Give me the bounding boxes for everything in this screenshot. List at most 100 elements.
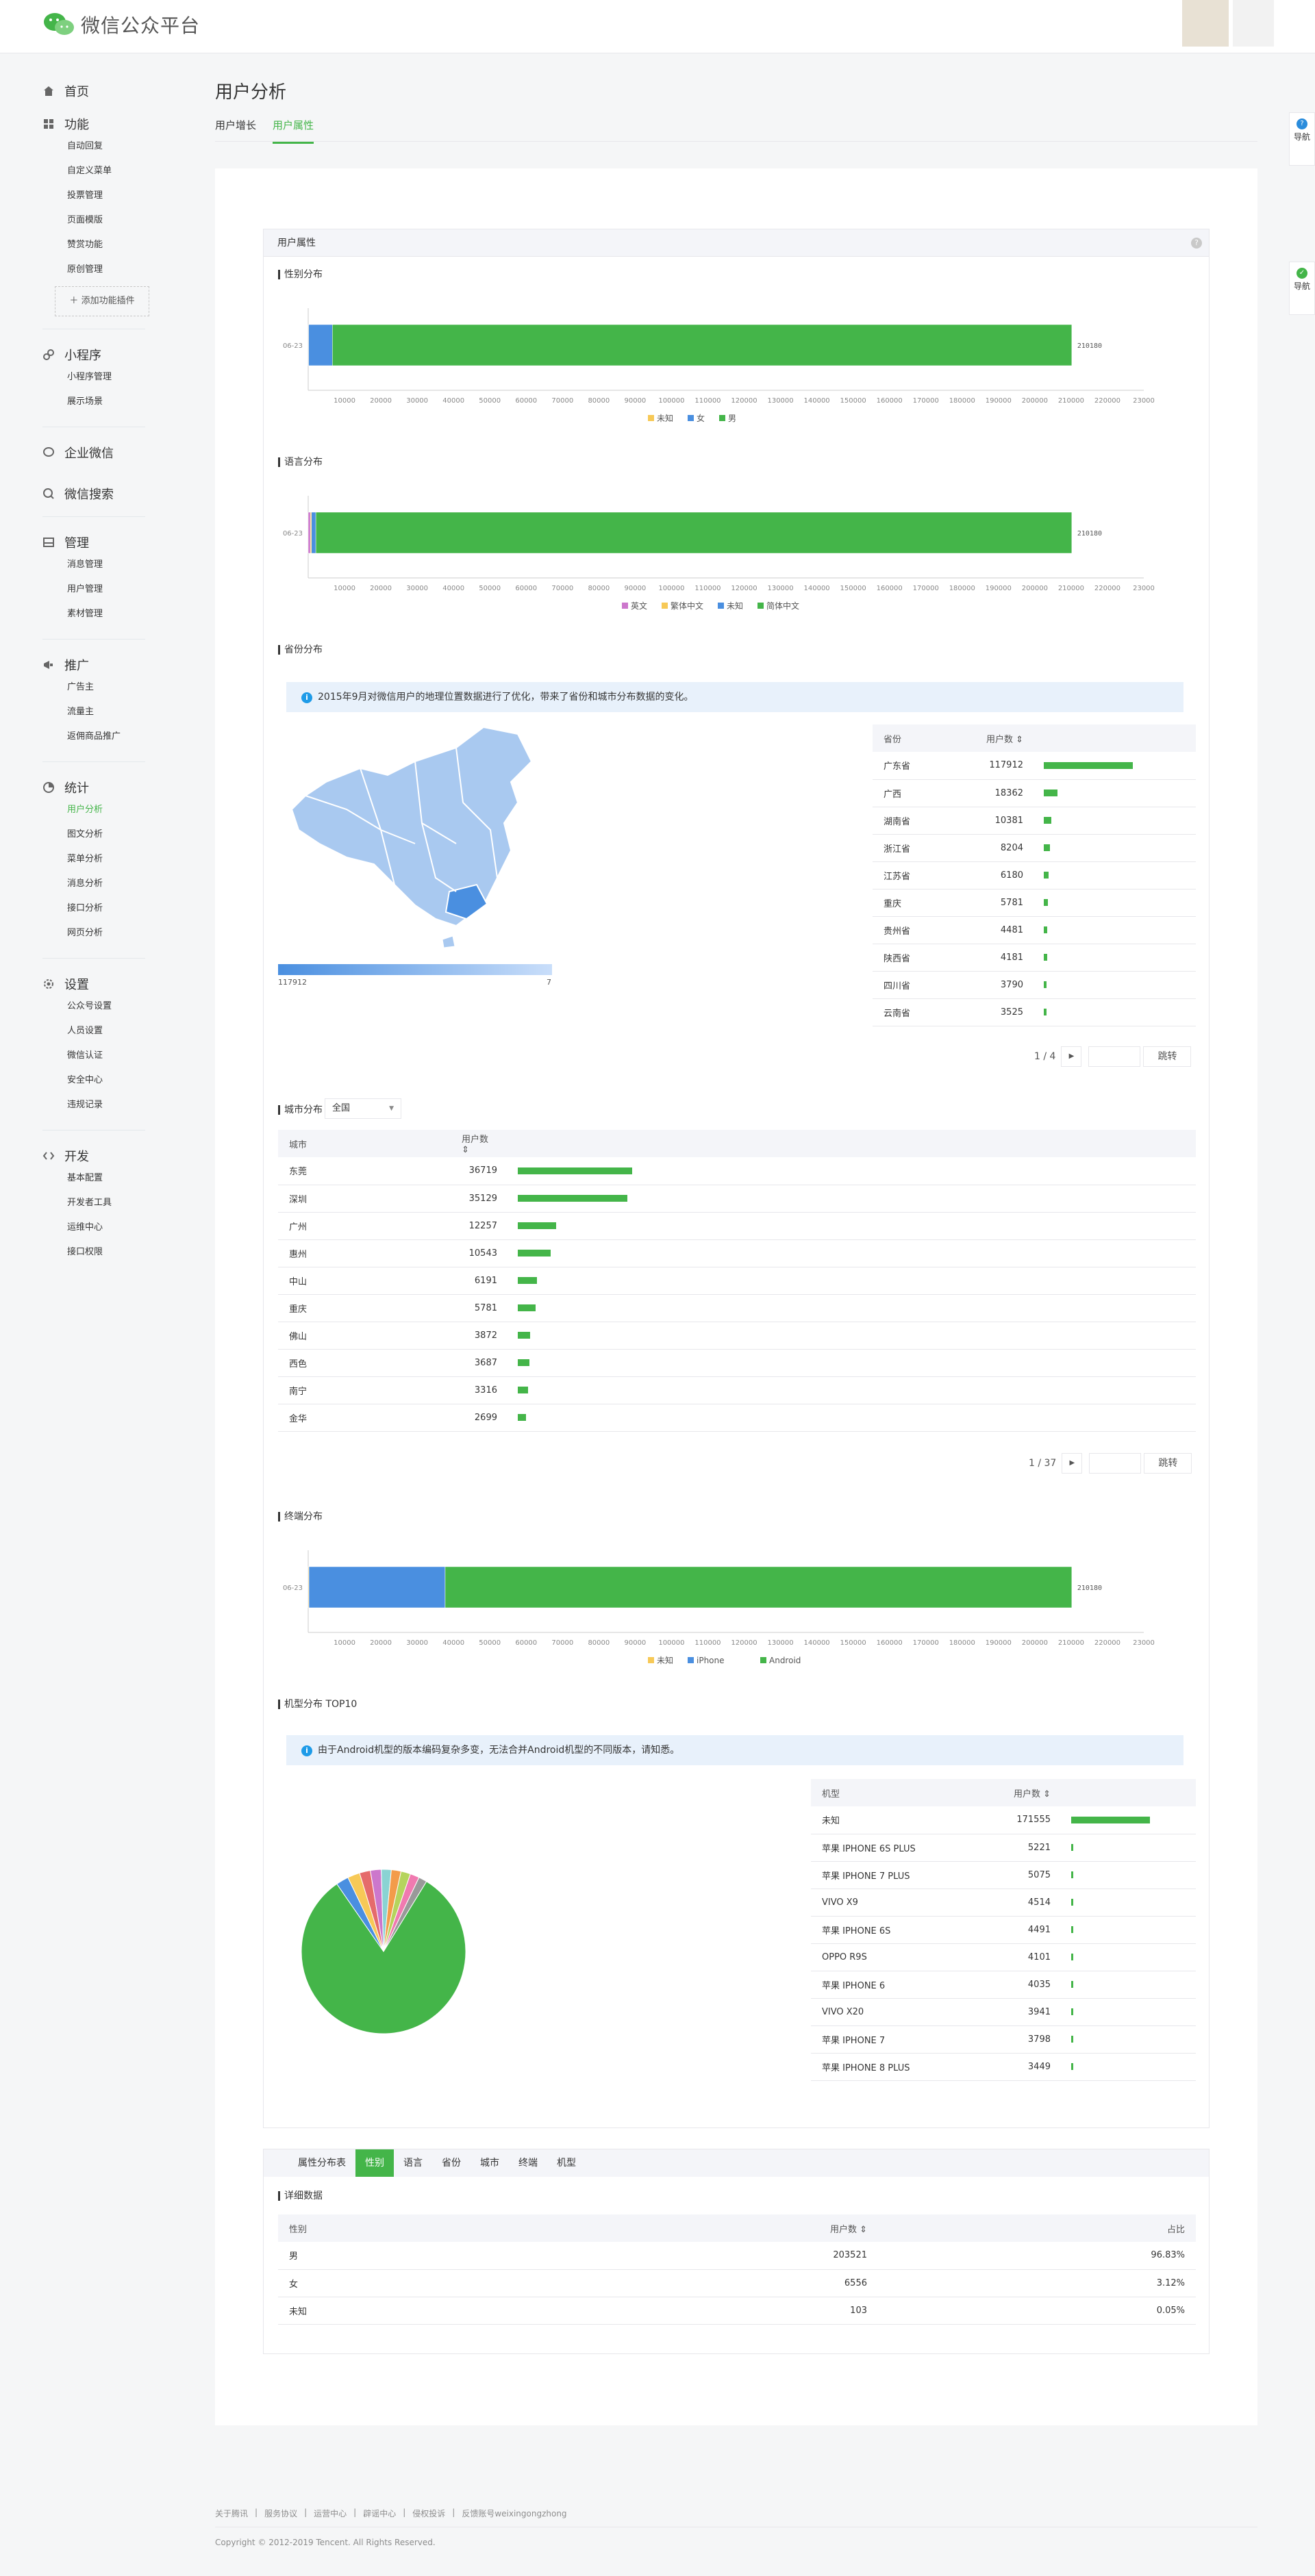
sidebar-item-promote-0[interactable]: 广告主 xyxy=(67,682,95,692)
sidebar-item-manage-1[interactable]: 用户管理 xyxy=(67,584,103,594)
row-bar xyxy=(1044,817,1052,824)
nav-home[interactable]: 首页 xyxy=(42,81,145,101)
sidebar-item-dev-0[interactable]: 基本配置 xyxy=(67,1173,103,1183)
next-page-button[interactable]: ▶ xyxy=(1062,1453,1083,1474)
page-input[interactable] xyxy=(1088,1046,1141,1067)
legend-item[interactable]: 男 xyxy=(728,414,736,423)
account-menu[interactable] xyxy=(1233,0,1274,47)
china-map[interactable] xyxy=(278,720,566,997)
sidebar-item-function-2[interactable]: 投票管理 xyxy=(67,190,103,201)
sidebar-item-promote-1[interactable]: 流量主 xyxy=(67,707,95,717)
help-icon[interactable]: ? xyxy=(1191,238,1202,249)
logo[interactable]: 微信公众平台 xyxy=(42,11,200,38)
sidebar-item-stats-1[interactable]: 图文分析 xyxy=(67,829,103,839)
tick-label: 10000 xyxy=(334,397,355,405)
bar-segment-1[interactable] xyxy=(308,324,333,366)
legend-item[interactable]: 英文 xyxy=(631,601,647,611)
sidebar-item-stats-3[interactable]: 消息分析 xyxy=(67,879,103,889)
sidebar-item-miniprogram-0[interactable]: 小程序管理 xyxy=(67,372,112,382)
page-input[interactable] xyxy=(1089,1453,1142,1474)
legend-item[interactable]: iPhone xyxy=(697,1656,725,1665)
footer-link[interactable]: 反馈账号weixingongzhong xyxy=(462,2509,567,2518)
legend-item[interactable]: 女 xyxy=(697,413,705,423)
detail-tab-4[interactable]: 终端 xyxy=(518,2158,538,2169)
sidebar-item-miniprogram-1[interactable]: 展示场景 xyxy=(67,396,103,407)
footer-link[interactable]: 辟谣中心 xyxy=(363,2509,397,2518)
sidebar-item-dev-3[interactable]: 接口权限 xyxy=(67,1247,103,1257)
sidebar-item-settings-4[interactable]: 违规记录 xyxy=(67,1100,103,1110)
legend-swatch xyxy=(688,415,694,421)
tick-label: 40000 xyxy=(442,1639,464,1647)
city-scope-select[interactable]: 全国 ▼ xyxy=(325,1098,401,1119)
nav-miniprogram[interactable]: 小程序 xyxy=(42,344,145,365)
footer-link[interactable]: 运营中心 xyxy=(314,2509,347,2518)
sidebar-item-promote-2[interactable]: 返佣商品推广 xyxy=(67,731,121,742)
nav-settings[interactable]: 设置 xyxy=(42,974,145,994)
pie-slice-0[interactable] xyxy=(301,1881,466,2034)
nav-work-wechat[interactable]: 企业微信 xyxy=(42,442,145,463)
sidebar-item-dev-2[interactable]: 运维中心 xyxy=(67,1222,103,1233)
sidebar-item-settings-2[interactable]: 微信认证 xyxy=(67,1050,103,1061)
sidebar-item-stats-4[interactable]: 接口分析 xyxy=(67,903,103,913)
next-page-button[interactable]: ▶ xyxy=(1061,1046,1082,1067)
province-header-count[interactable]: 用户数 ⇕ xyxy=(962,724,1023,752)
sidebar-item-function-3[interactable]: 页面模版 xyxy=(67,215,103,225)
nav-stats[interactable]: 统计 xyxy=(42,777,145,798)
nav-function[interactable]: 功能 xyxy=(42,114,145,134)
model-header-count[interactable]: 用户数 ⇕ xyxy=(962,1779,1051,1806)
go-button[interactable]: 跳转 xyxy=(1144,1453,1192,1474)
go-button[interactable]: 跳转 xyxy=(1143,1046,1192,1067)
detail-tab-0[interactable]: 性别 xyxy=(355,2149,394,2177)
nav-wechat-search[interactable]: 微信搜索 xyxy=(42,483,145,504)
sidebar-item-stats-2[interactable]: 菜单分析 xyxy=(67,854,103,864)
row-bar xyxy=(1044,761,1133,769)
tab-user-attributes[interactable]: 用户属性 xyxy=(273,118,314,144)
float-nav-button-1[interactable]: ? 导航 xyxy=(1289,112,1315,166)
bar-segment-2[interactable] xyxy=(444,1566,1073,1608)
sidebar-item-settings-1[interactable]: 人员设置 xyxy=(67,1026,103,1036)
sidebar-item-function-1[interactable]: 自定义菜单 xyxy=(67,166,112,176)
bar-segment-2[interactable] xyxy=(332,324,1073,366)
detail-tab-2[interactable]: 省份 xyxy=(442,2158,461,2169)
sidebar-item-settings-3[interactable]: 安全中心 xyxy=(67,1075,103,1085)
legend-item[interactable]: 未知 xyxy=(727,601,743,611)
detail-tab-3[interactable]: 城市 xyxy=(480,2158,499,2169)
detail-tab-1[interactable]: 语言 xyxy=(403,2158,423,2169)
tab-user-growth[interactable]: 用户增长 xyxy=(215,119,257,131)
sidebar-item-stats-5[interactable]: 网页分析 xyxy=(67,928,103,938)
sidebar-item-function-5[interactable]: 原创管理 xyxy=(67,264,103,275)
legend-item[interactable]: 简体中文 xyxy=(766,601,799,611)
bar-segment-2[interactable] xyxy=(311,512,316,554)
pie-slice-9[interactable] xyxy=(383,1877,427,1952)
city-header-count[interactable]: 用户数 ⇕ xyxy=(401,1130,497,1157)
sidebar-item-stats-0[interactable]: 用户分析 xyxy=(67,805,103,815)
table-row: 苹果 IPHONE 6S 4491 xyxy=(811,1916,1196,1944)
detail-header-count[interactable]: 用户数 ⇕ xyxy=(662,2214,867,2242)
legend-item[interactable]: 未知 xyxy=(657,1656,673,1665)
tab-attribute-table[interactable]: 属性分布表 xyxy=(298,2158,346,2169)
footer-link[interactable]: 侵权投诉 xyxy=(412,2509,446,2518)
bar-segment-0[interactable] xyxy=(308,512,311,554)
float-nav-button-2[interactable]: ✓ 导航 xyxy=(1289,262,1315,315)
detail-tab-5[interactable]: 机型 xyxy=(557,2158,576,2169)
nav-manage[interactable]: 管理 xyxy=(42,532,145,553)
sidebar-item-function-4[interactable]: 赞赏功能 xyxy=(67,240,103,250)
detail-cell-pct: 96.83% xyxy=(867,2242,1196,2270)
bar-segment-3[interactable] xyxy=(315,512,1073,554)
footer-link[interactable]: 服务协议 xyxy=(264,2509,298,2518)
nav-dev[interactable]: 开发 xyxy=(42,1146,145,1166)
sidebar-item-dev-1[interactable]: 开发者工具 xyxy=(67,1198,112,1208)
legend-item[interactable]: 繁体中文 xyxy=(671,601,703,611)
avatar[interactable] xyxy=(1182,0,1229,47)
sidebar-item-manage-2[interactable]: 素材管理 xyxy=(67,609,103,619)
legend-item[interactable]: 未知 xyxy=(657,414,673,423)
nav-promote[interactable]: 推广 xyxy=(42,655,145,675)
bar-segment-1[interactable] xyxy=(308,1566,446,1608)
legend-item[interactable]: Android xyxy=(769,1656,801,1665)
sidebar-item-manage-0[interactable]: 消息管理 xyxy=(67,559,103,570)
footer-link[interactable]: 关于腾讯 xyxy=(215,2509,249,2518)
sidebar-item-settings-0[interactable]: 公众号设置 xyxy=(67,1001,112,1011)
sidebar-item-function-0[interactable]: 自动回复 xyxy=(67,141,103,151)
add-plugin-button[interactable]: ＋ 添加功能插件 xyxy=(55,286,149,316)
row-bar xyxy=(1071,1926,1073,1933)
